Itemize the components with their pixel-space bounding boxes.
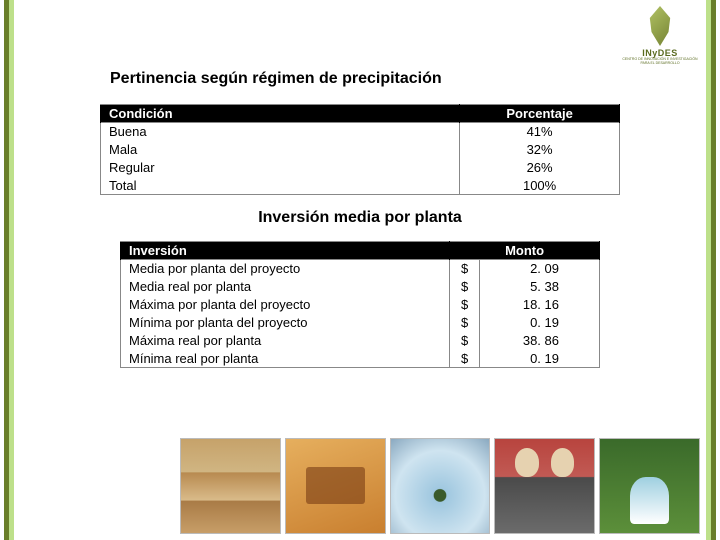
cell-amount: 18. 16 <box>480 296 600 314</box>
cell-percent: 26% <box>460 159 620 177</box>
cell-investment-label: Máxima real por planta <box>121 332 450 350</box>
table-row: Máxima real por planta$38. 86 <box>121 332 600 350</box>
table-row: Mínima real por planta$0. 19 <box>121 350 600 368</box>
image-strip <box>180 438 700 534</box>
cell-investment-label: Mínima real por planta <box>121 350 450 368</box>
col-header-amount: Monto <box>450 242 600 260</box>
table-row: Máxima por planta del proyecto$18. 16 <box>121 296 600 314</box>
cell-amount: 38. 86 <box>480 332 600 350</box>
accent-bar-left <box>4 0 14 540</box>
table-row: Media por planta del proyecto$2. 09 <box>121 260 600 278</box>
cell-condition: Mala <box>101 141 460 159</box>
cell-percent: 100% <box>460 177 620 195</box>
thumb-women <box>494 438 595 534</box>
table-row: Mala32% <box>101 141 620 159</box>
table-row: Media real por planta$5. 38 <box>121 278 600 296</box>
col-header-percent: Porcentaje <box>460 105 620 123</box>
cell-percent: 41% <box>460 123 620 141</box>
cell-condition: Buena <box>101 123 460 141</box>
cell-currency: $ <box>450 260 480 278</box>
cell-currency: $ <box>450 296 480 314</box>
cell-condition: Total <box>101 177 460 195</box>
col-header-condition: Condición <box>101 105 460 123</box>
col-header-investment: Inversión <box>121 242 450 260</box>
thumb-corn <box>285 438 386 534</box>
cell-investment-label: Media por planta del proyecto <box>121 260 450 278</box>
section-title-investment: Inversión media por planta <box>40 209 680 227</box>
section-title-precipitation: Pertinencia según régimen de precipitaci… <box>110 70 680 88</box>
cell-currency: $ <box>450 278 480 296</box>
cell-amount: 2. 09 <box>480 260 600 278</box>
table-row: Mínima por planta del proyecto$0. 19 <box>121 314 600 332</box>
cell-currency: $ <box>450 314 480 332</box>
table-row: Total100% <box>101 177 620 195</box>
table-row: Buena41% <box>101 123 620 141</box>
cell-percent: 32% <box>460 141 620 159</box>
cell-condition: Regular <box>101 159 460 177</box>
table-row: Regular26% <box>101 159 620 177</box>
cell-amount: 0. 19 <box>480 314 600 332</box>
cell-currency: $ <box>450 332 480 350</box>
cell-amount: 0. 19 <box>480 350 600 368</box>
investment-table: Inversión Monto Media por planta del pro… <box>120 241 600 368</box>
accent-bar-right <box>706 0 716 540</box>
thumb-stream <box>599 438 700 534</box>
cell-amount: 5. 38 <box>480 278 600 296</box>
precipitation-table: Condición Porcentaje Buena41%Mala32%Regu… <box>100 104 620 195</box>
cell-investment-label: Máxima por planta del proyecto <box>121 296 450 314</box>
cell-currency: $ <box>450 350 480 368</box>
thumb-saguaro <box>390 438 491 534</box>
cell-investment-label: Mínima por planta del proyecto <box>121 314 450 332</box>
thumb-lumber <box>180 438 281 534</box>
cell-investment-label: Media real por planta <box>121 278 450 296</box>
